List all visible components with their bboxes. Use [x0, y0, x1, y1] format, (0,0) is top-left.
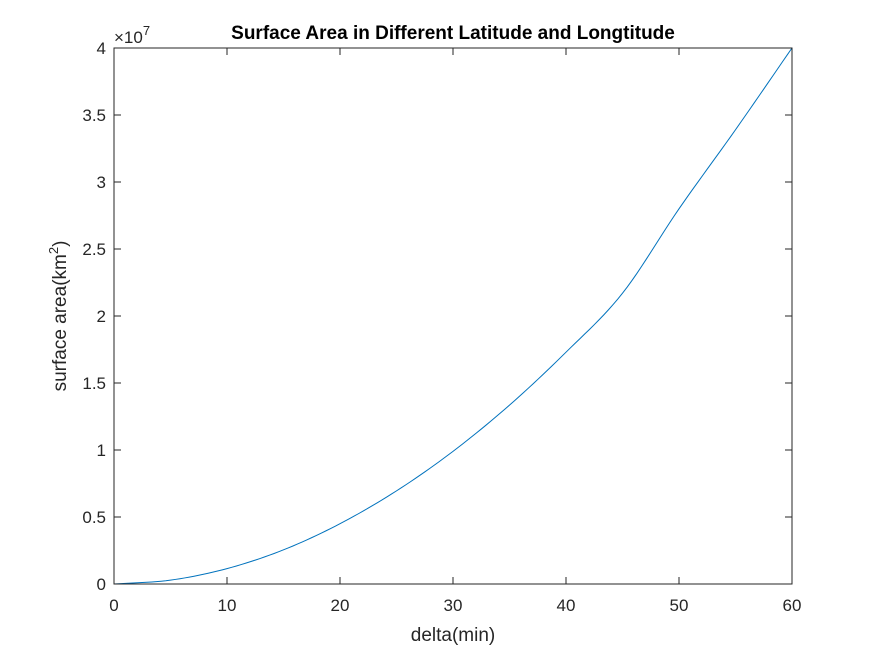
axes-box — [113, 47, 793, 585]
series-line — [113, 47, 793, 585]
x-axis-ticks: 0 10 20 30 40 50 60 — [109, 48, 801, 615]
y-axis-ticks: 0 0.5 1 1.5 2 2.5 3 3.5 4 — [82, 39, 792, 594]
y-tick-label: 3.5 — [82, 106, 106, 125]
y-tick-label: 1.5 — [82, 374, 106, 393]
x-tick-label: 40 — [557, 596, 576, 615]
y-tick-label: 0.5 — [82, 508, 106, 527]
x-tick-label: 30 — [444, 596, 463, 615]
y-exponent-base: ×10 — [114, 28, 143, 47]
y-exponent-power: 7 — [143, 23, 150, 38]
y-tick-label: 1 — [97, 441, 106, 460]
x-tick-label: 60 — [783, 596, 802, 615]
y-tick-label: 3 — [97, 173, 106, 192]
chart-title: Surface Area in Different Latitude and L… — [231, 23, 675, 44]
x-axis-label: delta(min) — [411, 625, 495, 646]
x-tick-label: 20 — [331, 596, 350, 615]
x-tick-label: 50 — [670, 596, 689, 615]
y-axis-label-superscript: 2 — [46, 247, 61, 254]
y-tick-label: 4 — [97, 39, 106, 58]
y-exponent-label: ×107 — [114, 23, 150, 47]
y-axis-label-text: surface area(km — [50, 254, 71, 391]
y-tick-label: 2 — [97, 307, 106, 326]
plot-area — [114, 48, 792, 584]
y-axis-label-suffix: ) — [50, 241, 71, 247]
x-tick-label: 10 — [218, 596, 237, 615]
series-layer — [113, 47, 793, 585]
y-tick-label: 2.5 — [82, 240, 106, 259]
y-axis-label: surface area(km2) — [46, 241, 71, 392]
y-tick-label: 0 — [97, 575, 106, 594]
x-tick-label: 0 — [109, 596, 118, 615]
